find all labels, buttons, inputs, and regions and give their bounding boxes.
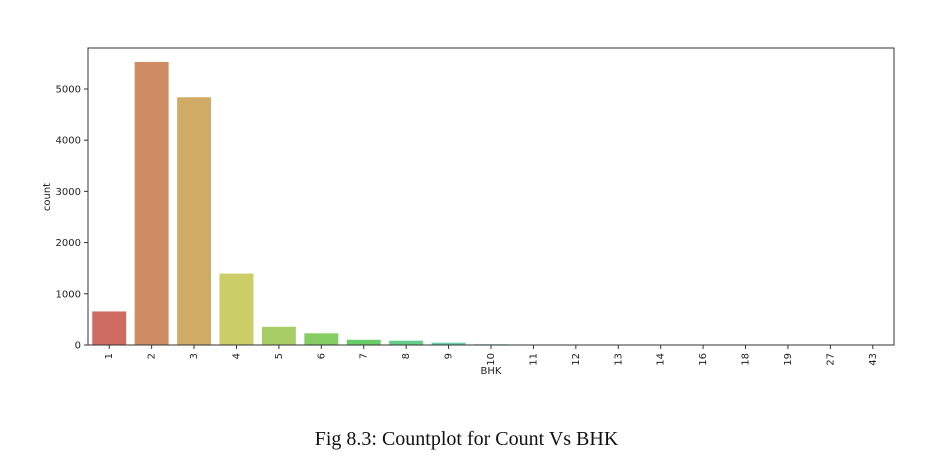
plot-frame bbox=[87, 47, 895, 346]
bar-5 bbox=[261, 326, 296, 345]
bar-4 bbox=[219, 273, 254, 345]
bar-3 bbox=[177, 97, 212, 345]
bar-7 bbox=[346, 339, 381, 345]
x-tick-label: 43 bbox=[868, 353, 879, 366]
y-tick-label: 3000 bbox=[56, 187, 81, 198]
x-tick-label: 3 bbox=[189, 353, 200, 359]
x-tick-label: 7 bbox=[359, 353, 370, 359]
y-tick-label: 2000 bbox=[56, 238, 81, 249]
bar-9 bbox=[431, 342, 466, 345]
x-tick-label: 2 bbox=[147, 353, 158, 359]
bar-6 bbox=[304, 333, 339, 345]
x-tick-label: 10 bbox=[486, 353, 497, 366]
x-axis-label: BHK bbox=[481, 366, 502, 377]
x-tick-label: 16 bbox=[698, 353, 709, 366]
x-tick-label: 18 bbox=[741, 353, 752, 366]
y-axis-ticks: 0 1000 2000 3000 4000 5000 bbox=[56, 84, 88, 352]
y-tick-label: 1000 bbox=[56, 289, 81, 300]
x-tick-label: 14 bbox=[656, 353, 667, 366]
x-tick-label: 6 bbox=[316, 353, 327, 359]
x-tick-label: 27 bbox=[825, 353, 836, 366]
x-tick-label: 12 bbox=[571, 353, 582, 366]
x-tick-label: 8 bbox=[401, 353, 412, 359]
bar-1 bbox=[92, 311, 127, 345]
bars-group bbox=[92, 61, 890, 345]
bar-8 bbox=[389, 340, 424, 345]
x-tick-label: 1 bbox=[104, 353, 115, 359]
x-tick-label: 5 bbox=[274, 353, 285, 359]
x-tick-label: 13 bbox=[613, 353, 624, 366]
x-tick-label: 4 bbox=[231, 353, 242, 359]
y-tick-label: 4000 bbox=[56, 136, 81, 147]
bar-2 bbox=[134, 61, 169, 345]
y-axis-label: count bbox=[42, 183, 53, 211]
figure-caption: Fig 8.3: Countplot for Count Vs BHK bbox=[314, 428, 619, 450]
y-tick-label: 5000 bbox=[56, 84, 81, 95]
x-tick-label: 11 bbox=[528, 353, 539, 366]
y-tick-label: 0 bbox=[75, 341, 81, 352]
x-tick-label: 19 bbox=[783, 353, 794, 366]
x-tick-label: 9 bbox=[444, 353, 455, 359]
x-axis-ticks: 1 2 3 4 5 6 7 8 9 10 11 12 13 14 16 18 19 27 43 bbox=[104, 345, 879, 366]
